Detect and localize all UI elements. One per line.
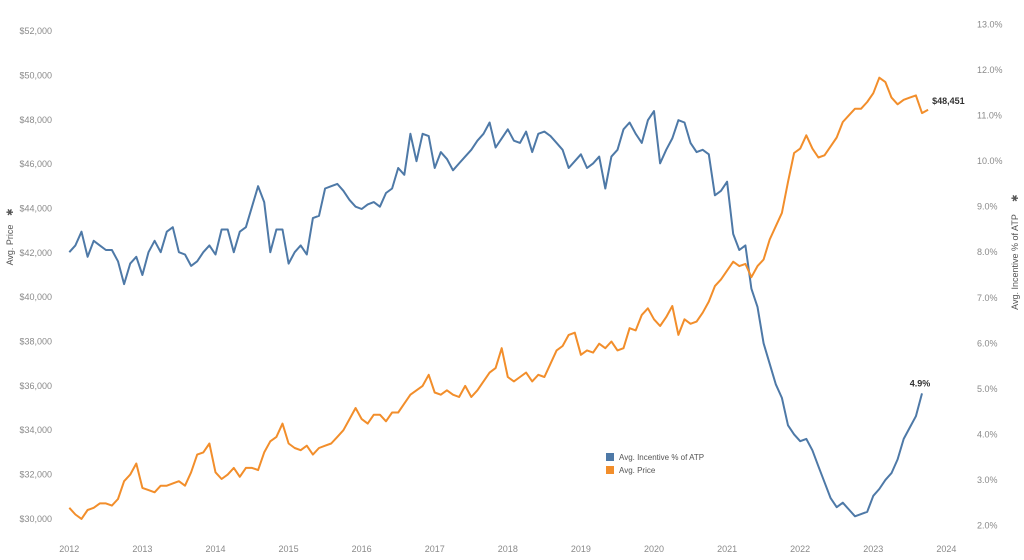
x-tick-label: 2016	[352, 544, 372, 554]
sort-icon[interactable]: ✱	[1010, 194, 1020, 202]
x-tick-label: 2019	[571, 544, 591, 554]
y-tick-label: $44,000	[19, 203, 52, 213]
x-tick-label: 2014	[205, 544, 225, 554]
y2-tick-label: 12.0%	[977, 65, 1003, 75]
y2-tick-label: 10.0%	[977, 156, 1003, 166]
end-label-price: $48,451	[932, 96, 965, 106]
y2-tick-label: 8.0%	[977, 247, 998, 257]
y-tick-label: $50,000	[19, 70, 52, 80]
x-tick-label: 2015	[279, 544, 299, 554]
right-y-axis: 2.0% 3.0% 4.0% 5.0% 6.0% 7.0% 8.0% 9.0% 10.0% 11.…	[977, 20, 1003, 531]
y2-tick-label: 4.0%	[977, 429, 998, 439]
x-tick-label: 2024	[936, 544, 956, 554]
y-tick-label: $36,000	[19, 381, 52, 391]
y-tick-label: $46,000	[19, 159, 52, 169]
legend-swatch-incentive	[606, 453, 614, 461]
y-tick-label: $30,000	[19, 514, 52, 524]
series-line-incentive[interactable]	[68, 110, 923, 518]
legend-item-price[interactable]: Avg. Price	[606, 466, 656, 475]
y2-tick-label: 3.0%	[977, 475, 998, 485]
x-tick-label: 2023	[863, 544, 883, 554]
legend-swatch-price	[606, 466, 614, 474]
y-tick-label: $52,000	[19, 26, 52, 36]
left-y-axis-title: Avg. Price ✱	[5, 208, 15, 265]
series-line-price[interactable]	[68, 76, 929, 520]
y2-tick-label: 9.0%	[977, 202, 998, 212]
y-tick-label: $42,000	[19, 248, 52, 258]
x-tick-label: 2013	[132, 544, 152, 554]
y2-axis-label: Avg. Incentive % of ATP	[1010, 214, 1020, 310]
y-tick-label: $40,000	[19, 292, 52, 302]
x-axis: 2012 2013 2014 2015 2016 2017 2018 2019 2020 2021…	[59, 544, 956, 554]
y-tick-label: $48,000	[19, 115, 52, 125]
y2-tick-label: 7.0%	[977, 293, 998, 303]
x-tick-label: 2012	[59, 544, 79, 554]
y-tick-label: $34,000	[19, 425, 52, 435]
legend: Avg. Incentive % of ATP Avg. Price	[606, 453, 704, 475]
x-tick-label: 2022	[790, 544, 810, 554]
y2-tick-label: 11.0%	[977, 111, 1002, 121]
x-tick-label: 2021	[717, 544, 737, 554]
legend-item-incentive[interactable]: Avg. Incentive % of ATP	[606, 453, 704, 462]
right-y-axis-title: Avg. Incentive % of ATP ✱	[1010, 194, 1020, 309]
y2-tick-label: 13.0%	[977, 20, 1003, 30]
y2-tick-label: 6.0%	[977, 338, 998, 348]
x-tick-label: 2018	[498, 544, 518, 554]
legend-label-incentive: Avg. Incentive % of ATP	[619, 453, 704, 462]
x-tick-label: 2017	[425, 544, 445, 554]
y-tick-label: $32,000	[19, 470, 52, 480]
sort-icon[interactable]: ✱	[5, 208, 15, 216]
y2-tick-label: 2.0%	[977, 520, 998, 530]
y-tick-label: $38,000	[19, 337, 52, 347]
left-y-axis: $30,000 $32,000 $34,000 $36,000 $38,000 $40,0…	[19, 26, 52, 524]
x-tick-label: 2020	[644, 544, 664, 554]
end-label-incentive: 4.9%	[910, 378, 931, 388]
legend-label-price: Avg. Price	[619, 466, 656, 475]
y2-tick-label: 5.0%	[977, 384, 998, 394]
y-axis-label: Avg. Price	[5, 225, 15, 266]
